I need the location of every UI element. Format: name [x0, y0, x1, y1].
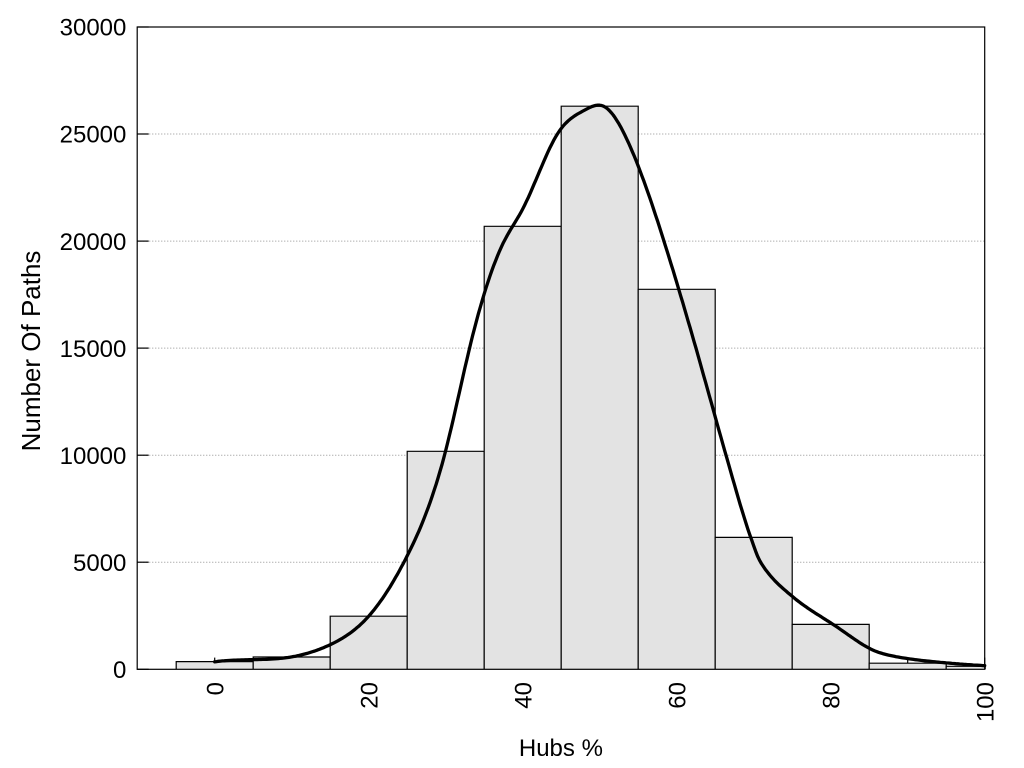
svg-text:5000: 5000	[73, 550, 126, 577]
svg-text:30000: 30000	[60, 15, 127, 42]
svg-text:20000: 20000	[60, 229, 127, 256]
svg-text:80: 80	[818, 682, 845, 709]
svg-text:10000: 10000	[60, 443, 127, 470]
svg-text:Number Of Paths: Number Of Paths	[16, 251, 46, 452]
svg-text:60: 60	[664, 682, 691, 709]
svg-text:0: 0	[202, 682, 229, 695]
svg-text:0: 0	[113, 657, 126, 684]
svg-text:100: 100	[972, 682, 999, 722]
svg-text:Hubs %: Hubs %	[519, 735, 603, 762]
svg-text:15000: 15000	[60, 336, 127, 363]
svg-text:20: 20	[356, 682, 383, 709]
svg-text:25000: 25000	[60, 122, 127, 149]
svg-text:40: 40	[510, 682, 537, 709]
